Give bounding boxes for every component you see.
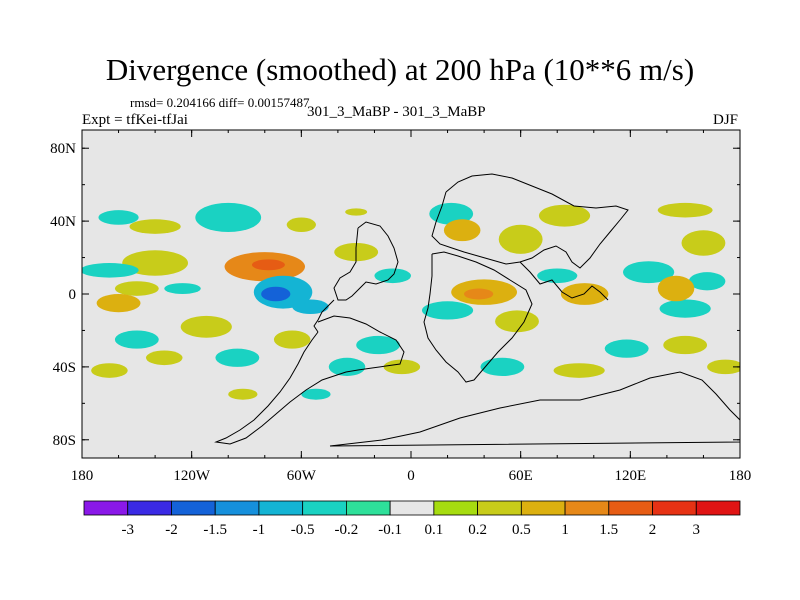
colorbar-label-7: 0.1 [424,522,443,538]
divergence-region-29 [539,205,590,227]
divergence-region-7 [422,301,473,319]
divergence-region-34 [146,350,183,365]
x-tick-label-1: 120W [173,468,211,484]
colorbar-label-3: -1 [253,522,266,538]
plot-background [82,130,740,458]
y-tick-label-4: 80S [53,433,76,449]
colorbar-label-9: 0.5 [512,522,531,538]
y-tick-label-3: 40S [53,360,76,376]
colorbar-box-9 [478,501,522,515]
x-tick-label-6: 180 [729,468,752,484]
divergence-region-19 [164,283,201,294]
divergence-region-12 [658,276,695,302]
divergence-region-31 [115,330,159,348]
divergence-region-48 [345,208,367,215]
divergence-region-40 [480,358,524,376]
colorbar-box-14 [696,501,740,515]
divergence-region-32 [97,294,141,312]
colorbar-label-4: -0.5 [291,522,315,538]
colorbar-box-5 [303,501,347,515]
x-tick-label-4: 60E [509,468,533,484]
divergence-region-47 [91,363,128,378]
divergence-region-6 [464,289,493,300]
colorbar-box-6 [346,501,390,515]
x-tick-label-3: 0 [407,468,415,484]
divergence-region-13 [689,272,726,290]
divergence-region-22 [195,203,261,232]
divergence-region-28 [499,225,543,254]
x-tick-label-2: 60W [287,468,317,484]
divergence-region-46 [228,389,257,400]
colorbar-label-5: -0.2 [335,522,359,538]
divergence-region-23 [287,217,316,232]
colorbar-label-2: -1.5 [203,522,227,538]
colorbar-label-12: 2 [649,522,657,538]
x-tick-label-0: 180 [71,468,94,484]
divergence-region-43 [663,336,707,354]
colorbar-box-2 [171,501,215,515]
divergence-region-9 [537,268,577,283]
x-tick-label-5: 120E [614,468,646,484]
colorbar-box-10 [521,501,565,515]
divergence-region-15 [658,203,713,218]
divergence-region-14 [682,230,726,256]
divergence-region-30 [660,299,711,317]
divergence-region-41 [554,363,605,378]
colorbar-box-8 [434,501,478,515]
colorbar-label-13: 3 [693,522,701,538]
y-tick-label-0: 80N [50,141,76,157]
colorbar-label-6: -0.1 [378,522,402,538]
divergence-region-18 [115,281,159,296]
divergence-region-16 [80,263,138,278]
divergence-region-39 [384,360,421,375]
colorbar-box-4 [259,501,303,515]
colorbar-box-13 [653,501,697,515]
colorbar-label-1: -2 [165,522,178,538]
colorbar-label-10: 1 [561,522,569,538]
colorbar-label-11: 1.5 [599,522,618,538]
divergence-region-35 [215,349,259,367]
divergence-region-3 [261,287,290,302]
colorbar-label-8: 0.2 [468,522,487,538]
colorbar-box-0 [84,501,128,515]
colorbar: -3 -2 -1.5 -1 -0.5 -0.2 -0.1 0.1 0.2 0.5 1 1.5 2 3 [84,501,740,538]
colorbar-box-7 [390,501,434,515]
colorbar-box-1 [128,501,172,515]
divergence-region-42 [605,340,649,358]
colorbar-box-11 [565,501,609,515]
divergence-region-36 [274,330,311,348]
colorbar-label-0: -3 [121,522,134,538]
colorbar-box-3 [215,501,259,515]
y-tick-label-1: 40N [50,214,76,230]
divergence-region-1 [252,259,285,270]
divergence-region-37 [329,358,366,376]
divergence-map-figure: 180 120W 60W 0 60E 120E 18080N40N040S80S -3 -2-… [0,0,800,600]
divergence-region-20 [98,210,138,225]
divergence-region-33 [181,316,232,338]
divergence-region-27 [444,219,481,241]
divergence-region-8 [495,310,539,332]
y-tick-label-2: 0 [69,287,77,303]
colorbar-box-12 [609,501,653,515]
divergence-region-21 [130,219,181,234]
